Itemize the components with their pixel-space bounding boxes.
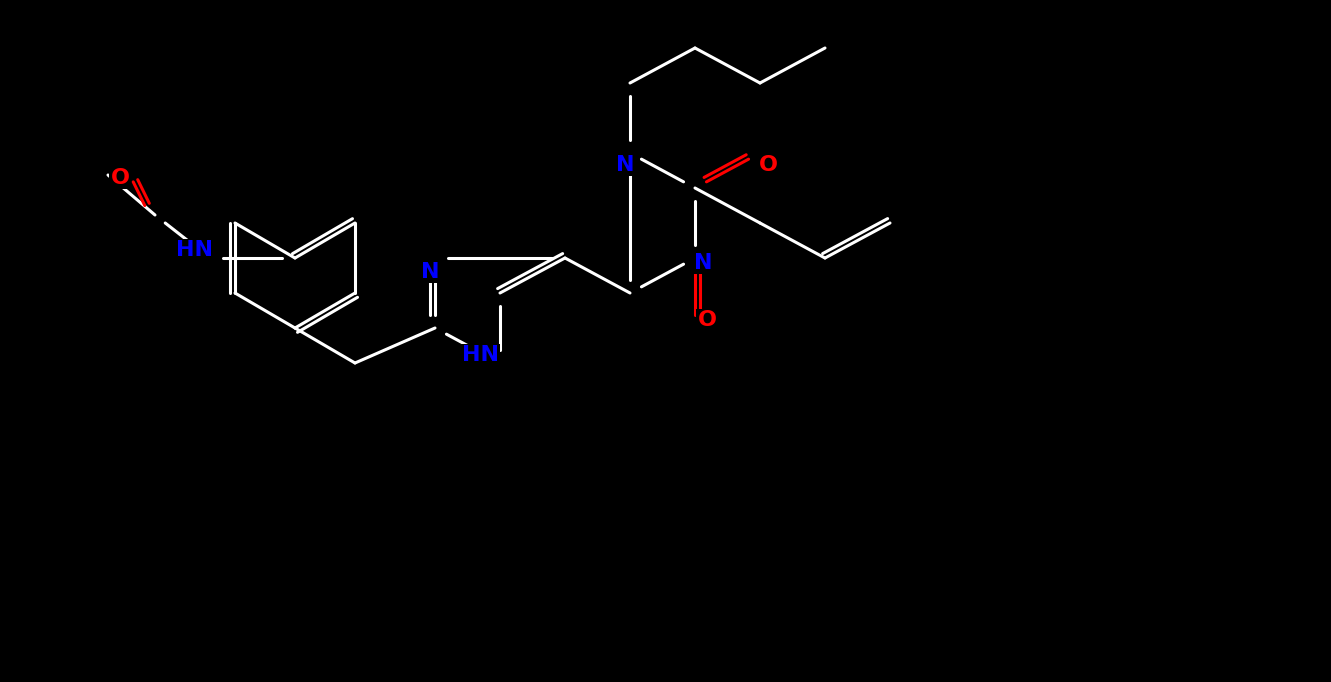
Text: HN: HN [177,240,213,260]
Text: O: O [697,310,716,330]
Text: N: N [693,253,712,273]
Text: N: N [421,262,439,282]
Text: O: O [759,155,777,175]
Text: HN: HN [462,345,499,365]
Text: N: N [616,155,635,175]
Text: O: O [110,168,129,188]
